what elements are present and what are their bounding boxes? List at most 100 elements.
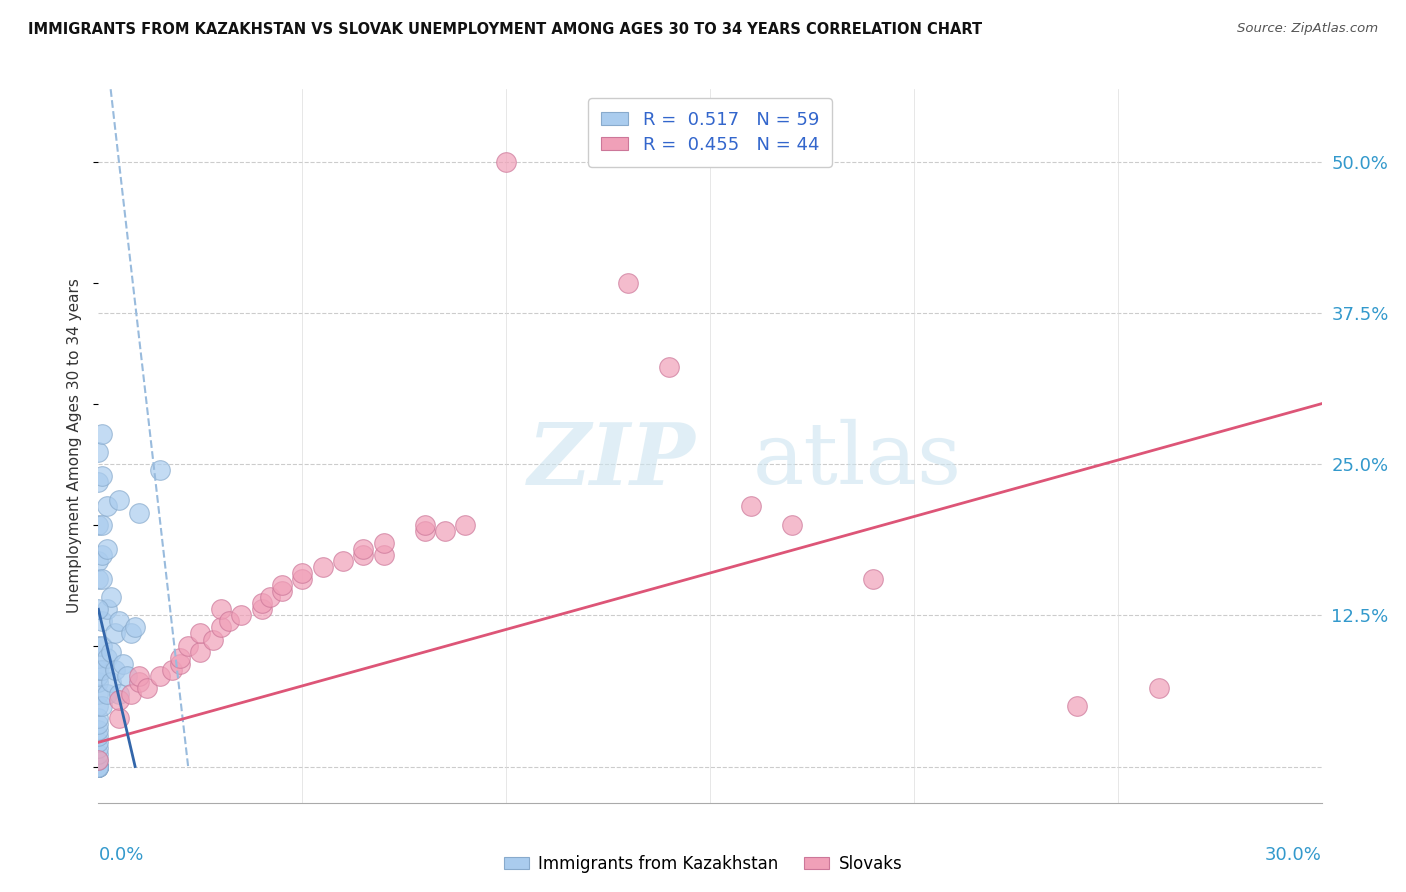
Point <box>87 717 110 731</box>
Point <box>87 741 110 756</box>
Point <box>87 711 110 725</box>
Point <box>87 759 110 773</box>
Point <box>87 754 110 768</box>
Point <box>87 663 110 677</box>
Point <box>104 626 127 640</box>
Point <box>87 674 110 689</box>
Point <box>87 639 110 653</box>
Point <box>434 524 457 538</box>
Point <box>231 608 253 623</box>
Point <box>332 554 354 568</box>
Point <box>87 445 110 459</box>
Point <box>111 657 134 671</box>
Text: ZIP: ZIP <box>529 418 696 502</box>
Point <box>96 687 118 701</box>
Point <box>87 735 110 749</box>
Point <box>87 759 110 773</box>
Point <box>128 669 150 683</box>
Point <box>108 687 131 701</box>
Point <box>96 500 118 514</box>
Point <box>87 759 110 773</box>
Point <box>96 650 118 665</box>
Point <box>120 687 142 701</box>
Point <box>87 754 110 768</box>
Point <box>413 524 436 538</box>
Point <box>413 517 436 532</box>
Point <box>87 759 110 773</box>
Legend: R =  0.517   N = 59, R =  0.455   N = 44: R = 0.517 N = 59, R = 0.455 N = 44 <box>588 98 832 167</box>
Point <box>352 541 374 556</box>
Point <box>91 699 114 714</box>
Point <box>259 590 281 604</box>
Point <box>108 693 131 707</box>
Point <box>91 615 114 629</box>
Point <box>87 759 110 773</box>
Point <box>1066 699 1088 714</box>
Point <box>91 426 114 441</box>
Text: 0.0%: 0.0% <box>98 846 143 863</box>
Point <box>87 650 110 665</box>
Point <box>87 572 110 586</box>
Point <box>209 602 232 616</box>
Point <box>658 360 681 375</box>
Point <box>87 759 110 773</box>
Point <box>91 469 114 483</box>
Point <box>87 669 110 683</box>
Point <box>128 674 150 689</box>
Point <box>108 711 131 725</box>
Point <box>87 723 110 738</box>
Point <box>108 615 131 629</box>
Point <box>201 632 224 647</box>
Point <box>250 596 273 610</box>
Legend: Immigrants from Kazakhstan, Slovaks: Immigrants from Kazakhstan, Slovaks <box>496 848 910 880</box>
Point <box>188 626 212 640</box>
Point <box>87 699 110 714</box>
Point <box>108 493 131 508</box>
Point <box>87 729 110 743</box>
Point <box>250 602 273 616</box>
Y-axis label: Unemployment Among Ages 30 to 34 years: Unemployment Among Ages 30 to 34 years <box>67 278 83 614</box>
Point <box>104 663 127 677</box>
Point <box>96 602 118 616</box>
Point <box>91 517 114 532</box>
Point <box>740 500 762 514</box>
Text: Source: ZipAtlas.com: Source: ZipAtlas.com <box>1237 22 1378 36</box>
Point <box>120 626 142 640</box>
Point <box>91 548 114 562</box>
Point <box>91 663 114 677</box>
Point <box>169 650 191 665</box>
Point <box>87 759 110 773</box>
Point <box>91 572 114 586</box>
Point <box>177 639 200 653</box>
Point <box>115 669 138 683</box>
Point <box>96 541 118 556</box>
Point <box>270 578 294 592</box>
Point <box>312 560 335 574</box>
Point <box>128 506 150 520</box>
Point <box>149 669 172 683</box>
Point <box>617 276 640 290</box>
Point <box>87 687 110 701</box>
Point <box>87 759 110 773</box>
Point <box>100 590 122 604</box>
Point <box>291 572 314 586</box>
Point <box>218 615 240 629</box>
Text: 30.0%: 30.0% <box>1265 846 1322 863</box>
Point <box>495 154 517 169</box>
Point <box>373 535 395 549</box>
Point <box>100 645 122 659</box>
Point <box>87 517 110 532</box>
Point <box>270 584 294 599</box>
Text: IMMIGRANTS FROM KAZAKHSTAN VS SLOVAK UNEMPLOYMENT AMONG AGES 30 TO 34 YEARS CORR: IMMIGRANTS FROM KAZAKHSTAN VS SLOVAK UNE… <box>28 22 983 37</box>
Point <box>780 517 803 532</box>
Point <box>87 554 110 568</box>
Point <box>209 620 232 634</box>
Point <box>188 645 212 659</box>
Point <box>87 475 110 490</box>
Point <box>87 759 110 773</box>
Point <box>160 663 183 677</box>
Point <box>87 759 110 773</box>
Point <box>169 657 191 671</box>
Point <box>352 548 374 562</box>
Point <box>291 566 314 580</box>
